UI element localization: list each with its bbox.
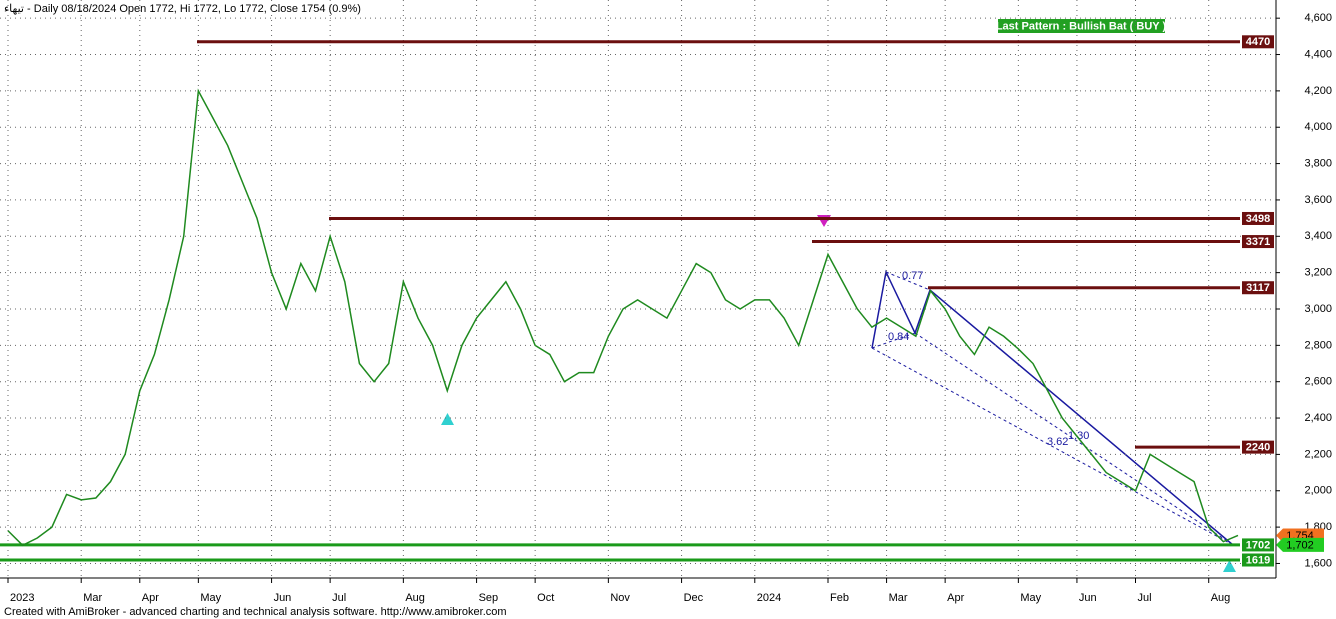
y-tick-label: 4,400 (1304, 48, 1332, 60)
y-tick-label: 1,600 (1304, 557, 1332, 569)
x-tick-label: Sep (479, 592, 499, 604)
y-tick-label: 4,000 (1304, 121, 1332, 133)
y-tick-label: 2,000 (1304, 485, 1332, 497)
pattern-diag (871, 332, 916, 349)
level-label: 1619 (1246, 554, 1270, 566)
price-line (7, 88, 1239, 547)
x-tick-label: Jul (332, 592, 346, 604)
x-tick-label: Jun (1079, 592, 1097, 604)
y-tick-label: 4,200 (1304, 85, 1332, 97)
pattern-box (998, 19, 1165, 33)
y-tick-label: 3,600 (1304, 194, 1332, 206)
x-tick-label: May (1020, 592, 1041, 604)
ratio-label: 0.77 (902, 270, 923, 282)
ratio-label: 3.62 (1047, 436, 1068, 448)
pattern-diag (885, 271, 931, 291)
x-tick-label: Dec (684, 592, 704, 604)
y-tick-label: 2,200 (1304, 448, 1332, 460)
level-label: 1702 (1246, 539, 1270, 551)
x-tick-label: Jun (274, 592, 292, 604)
footer: Created with AmiBroker - advanced charti… (4, 606, 507, 618)
level-box (1242, 281, 1274, 295)
y-tick-label: 4,600 (1304, 12, 1332, 24)
y-tick-label: 3,800 (1304, 157, 1332, 169)
x-tick-label: Apr (947, 592, 964, 604)
pattern-label: Last Pattern : Bullish Bat ( BUY ) (996, 20, 1167, 32)
chart-title: تيهاء - Daily 08/18/2024 Open 1772, Hi 1… (4, 3, 361, 15)
x-tick-label: 2024 (757, 592, 781, 604)
level-label: 3117 (1246, 282, 1270, 294)
buy-arrow (441, 413, 454, 425)
y-tick-label: 2,400 (1304, 412, 1332, 424)
pattern-diag (914, 332, 1234, 546)
x-tick-label: Jul (1138, 592, 1152, 604)
level-box (1242, 440, 1274, 454)
price-box (1276, 537, 1324, 552)
y-tick-label: 3,200 (1304, 267, 1332, 279)
x-tick-label: Feb (830, 592, 849, 604)
x-tick-label: Mar (889, 592, 908, 604)
x-tick-label: Apr (142, 592, 159, 604)
ratio-label: 1.30 (1068, 430, 1089, 442)
level-label: 2240 (1246, 442, 1270, 454)
y-tick-label: 2,600 (1304, 376, 1332, 388)
x-tick-label: Mar (83, 592, 102, 604)
level-label: 4470 (1246, 36, 1270, 48)
x-tick-label: Oct (537, 592, 554, 604)
x-tick-label: 2023 (10, 592, 34, 604)
level-box (1242, 211, 1274, 225)
y-tick-label: 2,800 (1304, 339, 1332, 351)
level-label: 3371 (1246, 236, 1270, 248)
level-box (1242, 35, 1274, 49)
level-label: 3498 (1246, 213, 1270, 225)
x-tick-label: Aug (1211, 592, 1231, 604)
level-box (1242, 553, 1274, 567)
harmonic-pattern (871, 269, 1234, 546)
x-tick-label: May (200, 592, 221, 604)
y-tick-label: 3,400 (1304, 230, 1332, 242)
price-label: 1,702 (1286, 539, 1314, 551)
y-tick-label: 3,000 (1304, 303, 1332, 315)
pattern-diag (871, 347, 1234, 546)
x-tick-label: Nov (610, 592, 630, 604)
buy-arrow (1223, 560, 1236, 572)
level-box (1242, 235, 1274, 249)
ratio-label: 0.84 (888, 331, 909, 343)
x-tick-label: Aug (405, 592, 425, 604)
level-box (1242, 538, 1274, 552)
